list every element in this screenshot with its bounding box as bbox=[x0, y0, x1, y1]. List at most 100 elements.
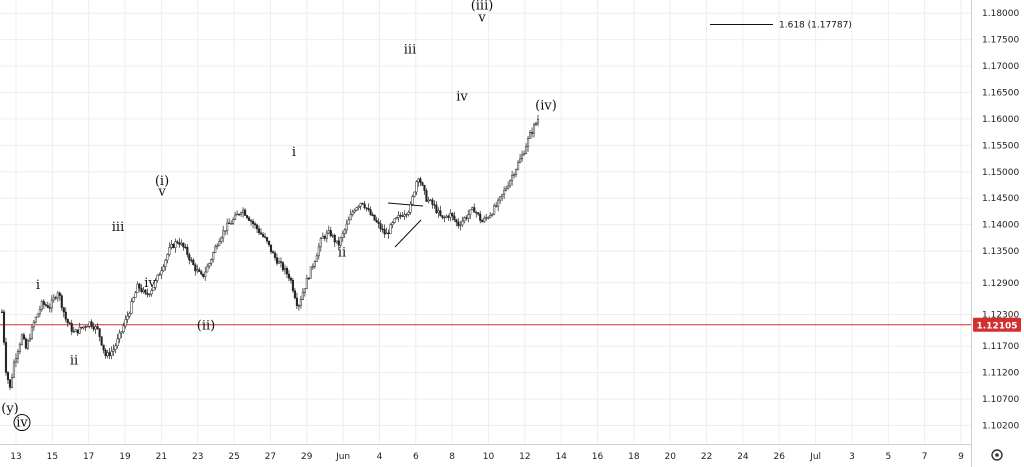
candle-body bbox=[28, 338, 31, 342]
candle-body bbox=[174, 241, 177, 248]
candle-body bbox=[84, 326, 87, 328]
candle-body bbox=[170, 243, 173, 248]
candle-body bbox=[487, 217, 490, 219]
candle-body bbox=[198, 269, 201, 272]
candle-body bbox=[136, 283, 139, 293]
x-tick-label: 14 bbox=[555, 452, 567, 462]
candle-body bbox=[435, 204, 438, 213]
settings-icon[interactable] bbox=[991, 449, 1003, 461]
candle-body bbox=[521, 154, 524, 160]
y-tick-label: 1.16000 bbox=[982, 115, 1019, 125]
candle-body bbox=[499, 196, 502, 201]
candle-body bbox=[355, 207, 358, 211]
candle-body bbox=[407, 211, 410, 215]
candle-body bbox=[148, 293, 151, 296]
candle-body bbox=[108, 352, 111, 356]
candle-body bbox=[222, 230, 225, 239]
candle-body bbox=[457, 221, 460, 226]
settings-icon-dot bbox=[995, 453, 999, 457]
y-tick-label: 1.17000 bbox=[982, 62, 1019, 72]
candle-body bbox=[156, 274, 159, 281]
wave-label: v bbox=[157, 185, 166, 200]
candle-body bbox=[36, 313, 39, 318]
candle-body bbox=[281, 262, 285, 271]
wave-label: (ii) bbox=[197, 318, 215, 333]
candle-body bbox=[150, 290, 153, 295]
candle-body bbox=[168, 247, 171, 255]
candle-body bbox=[255, 224, 259, 230]
candle-body bbox=[367, 208, 370, 210]
candle-body bbox=[347, 219, 350, 225]
candle-body bbox=[180, 242, 183, 245]
candle-body bbox=[106, 352, 109, 357]
candle-body bbox=[62, 307, 65, 313]
candle-body bbox=[381, 228, 384, 231]
candle-body bbox=[403, 214, 406, 217]
candle-body bbox=[68, 322, 71, 324]
candle-body bbox=[361, 202, 364, 205]
candle-body bbox=[74, 329, 77, 332]
candle-body bbox=[297, 305, 300, 307]
candle-body bbox=[24, 338, 27, 349]
candle-body bbox=[385, 232, 388, 235]
candle-body bbox=[82, 326, 85, 329]
candle-body bbox=[327, 230, 330, 234]
candle-body bbox=[530, 132, 534, 134]
settings-icon-ring bbox=[991, 449, 1003, 461]
candle-body bbox=[50, 299, 53, 309]
candle-body bbox=[172, 243, 175, 248]
x-tick-label: 17 bbox=[83, 452, 94, 462]
candle-body bbox=[248, 217, 251, 221]
x-tick-label: 3 bbox=[849, 452, 855, 462]
y-tick-label: 1.15500 bbox=[982, 141, 1019, 151]
candle-body bbox=[212, 252, 215, 260]
candle-body bbox=[6, 372, 10, 380]
candle-body bbox=[72, 331, 75, 333]
x-tick-label: 24 bbox=[737, 452, 749, 462]
candle-body bbox=[377, 221, 380, 224]
wave-label: v bbox=[477, 11, 486, 26]
candle-body bbox=[58, 292, 61, 296]
candle-body bbox=[323, 236, 326, 239]
candle-body bbox=[126, 315, 129, 320]
candle-body bbox=[100, 336, 103, 346]
candle-body bbox=[485, 217, 488, 219]
current-price-badge-label: 1.12105 bbox=[977, 321, 1018, 331]
candle-body bbox=[383, 228, 386, 235]
y-tick-label: 1.12300 bbox=[982, 311, 1019, 321]
candle-body bbox=[427, 199, 430, 202]
candle-body bbox=[379, 223, 382, 230]
candle-body bbox=[536, 119, 540, 124]
candle-body bbox=[46, 305, 49, 308]
candle-body bbox=[96, 326, 99, 329]
candle-body bbox=[309, 266, 312, 279]
candle-body bbox=[210, 259, 213, 264]
candle-body bbox=[335, 240, 338, 243]
candle-body bbox=[371, 214, 374, 216]
candle-body bbox=[359, 202, 362, 207]
candle-body bbox=[417, 178, 420, 182]
wave-label: iv bbox=[144, 276, 156, 291]
candle-body bbox=[78, 326, 81, 334]
x-tick-label: 25 bbox=[228, 452, 239, 462]
candle-body bbox=[299, 299, 302, 306]
y-tick-label: 1.16500 bbox=[982, 89, 1019, 99]
candle-body bbox=[507, 185, 510, 189]
candle-body bbox=[401, 215, 404, 217]
candle-body bbox=[489, 215, 492, 218]
y-tick-label: 1.10200 bbox=[982, 422, 1019, 432]
candle-body bbox=[218, 241, 221, 247]
candle-body bbox=[259, 232, 263, 235]
candle-body bbox=[142, 289, 145, 292]
wave-label: iv bbox=[456, 89, 468, 104]
candle-body bbox=[273, 252, 277, 258]
candle-body bbox=[523, 153, 526, 156]
candle-body bbox=[321, 236, 324, 239]
candle-body bbox=[152, 286, 155, 291]
candle-body bbox=[477, 212, 480, 215]
candle-body bbox=[467, 214, 470, 219]
candle-body bbox=[293, 290, 296, 299]
candle-body bbox=[285, 267, 288, 275]
candle-body bbox=[132, 297, 135, 302]
candle-body bbox=[393, 218, 396, 223]
